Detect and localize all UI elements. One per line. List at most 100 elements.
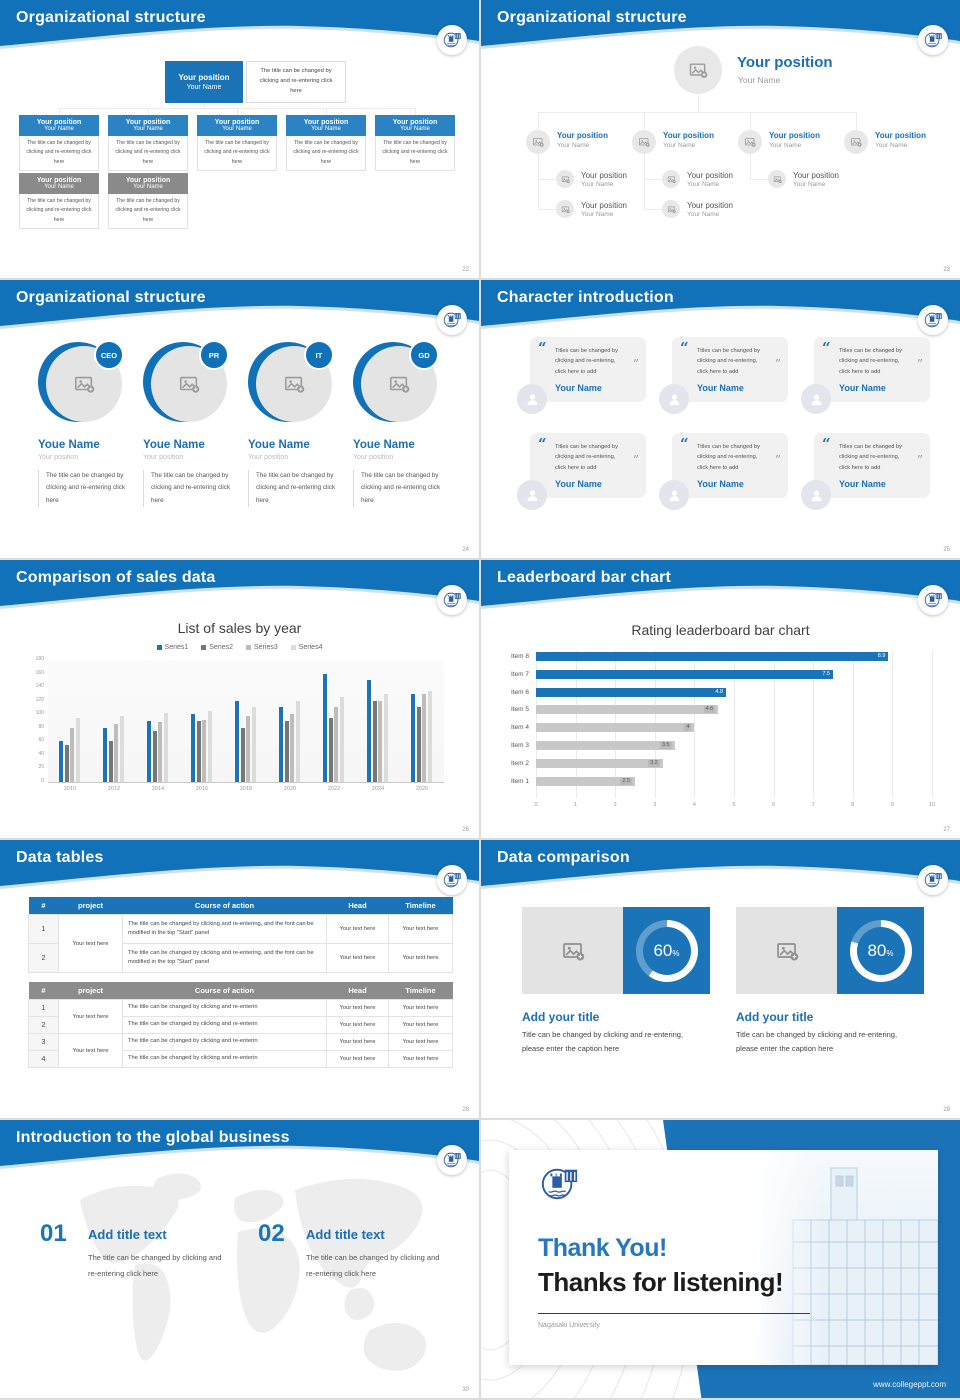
- quote-card[interactable]: “ Titles can be changed by clicking and …: [517, 337, 646, 414]
- member-card[interactable]: IT Youe Name Your position The title can…: [248, 340, 344, 507]
- divider-line: [538, 1313, 810, 1314]
- bar-Series2-2012: [108, 741, 113, 782]
- col-header: project: [58, 897, 123, 915]
- org-node-box[interactable]: Your position Your Name The title can be …: [197, 115, 277, 172]
- photo-placeholder[interactable]: [662, 200, 680, 218]
- org-node-box[interactable]: Your position Your Name The title can be …: [375, 115, 455, 172]
- university-logo: [918, 305, 948, 335]
- org-node-box[interactable]: Your position Your Name The title can be …: [108, 115, 188, 172]
- cell-timeline: Your text here: [388, 1050, 453, 1068]
- x-tick: 2022: [327, 786, 341, 792]
- org-node-box-gray[interactable]: Your position Your Name The title can be …: [19, 173, 99, 230]
- bar-Series1-2014: [147, 721, 152, 782]
- photo-placeholder[interactable]: [738, 130, 762, 154]
- member-body: The title can be changed by clicking and…: [353, 470, 447, 507]
- member-card[interactable]: GD Youe Name Your position The title can…: [353, 340, 449, 507]
- chart-title: List of sales by year: [177, 620, 302, 636]
- donut-unit: %: [886, 948, 894, 958]
- connector-line: [644, 154, 645, 210]
- quote-card[interactable]: “ Titles can be changed by clicking and …: [659, 433, 788, 510]
- org-node-box[interactable]: Your position Your Name The title can be …: [286, 115, 366, 172]
- image-placeholder[interactable]: [736, 907, 837, 994]
- slide-data-comparison[interactable]: Data comparison 60% 80% Add your title T…: [481, 840, 960, 1118]
- slide-org-structure-roles[interactable]: Organizational structure CEO Youe Name Y…: [0, 280, 479, 558]
- org-node-body: The title can be changed by clicking and…: [375, 136, 455, 172]
- bar-Series4-2024: [383, 693, 388, 782]
- table-row: 2 The title can be changed by clicking a…: [28, 943, 453, 973]
- photo-placeholder[interactable]: [674, 46, 722, 94]
- page-number: 27: [943, 827, 950, 833]
- photo-placeholder[interactable]: [844, 130, 868, 154]
- x-tick: 5: [732, 802, 736, 809]
- slide-sales-comparison-chart[interactable]: Comparison of sales data List of sales b…: [0, 560, 479, 838]
- org-root-name: Your Name: [738, 75, 781, 85]
- quote-card[interactable]: “ Titles can be changed by clicking and …: [659, 337, 788, 414]
- cell-head: Your text here: [326, 1050, 389, 1068]
- x-tick: 2020: [283, 786, 297, 792]
- photo-placeholder[interactable]: [632, 130, 656, 154]
- member-name: Youe Name: [143, 439, 205, 451]
- org-node-body: The title can be changed by clicking and…: [19, 194, 99, 230]
- photo-placeholder[interactable]: [556, 200, 574, 218]
- cell-course: The title can be changed by clicking and…: [122, 914, 327, 944]
- comparison-card[interactable]: 80%: [736, 907, 924, 994]
- org-node-position: Your position: [663, 131, 714, 140]
- quote-text: Titles can be changed by clicking and re…: [697, 348, 761, 375]
- connector-line: [415, 108, 416, 115]
- bar-Series3-2018: [246, 716, 251, 782]
- item-caption: The title can be changed by clicking and…: [306, 1253, 440, 1278]
- member-position: Your position: [143, 454, 184, 461]
- org-node-box[interactable]: Your position Your Name The title can be …: [19, 115, 99, 172]
- slide-org-structure-photos[interactable]: Organizational structure Your position Y…: [481, 0, 960, 278]
- cell-head: Your text here: [326, 914, 389, 944]
- photo-placeholder[interactable]: [526, 130, 550, 154]
- comparison-card[interactable]: 60%: [522, 907, 710, 994]
- quote-text: Titles can be changed by clicking and re…: [839, 444, 903, 471]
- photo-placeholder[interactable]: [662, 170, 680, 188]
- slide-thank-you[interactable]: Thank You! Thanks for listening! Nagasak…: [481, 1120, 960, 1398]
- org-node-position: Your position: [36, 119, 82, 126]
- bar-value-label: 7.5: [822, 670, 830, 677]
- cell-timeline: Your text here: [388, 943, 453, 973]
- slide-character-introduction[interactable]: Character introduction “ Titles can be c…: [481, 280, 960, 558]
- legend-item: Series1: [156, 644, 188, 651]
- quote-card[interactable]: “ Titles can be changed by clicking and …: [801, 433, 930, 510]
- slide-leaderboard-chart[interactable]: Leaderboard bar chart Rating leaderboard…: [481, 560, 960, 838]
- member-card[interactable]: CEO Youe Name Your position The title ca…: [38, 340, 134, 507]
- chart-legend: Series1 Series2 Series3 Series4: [0, 644, 479, 651]
- gridline: [694, 650, 696, 799]
- bar-Series3-2020: [290, 714, 295, 782]
- gridline: [734, 650, 735, 799]
- slide-org-structure-boxes[interactable]: Organizational structure Your position Y…: [0, 0, 479, 278]
- org-node-name: Your Name: [557, 142, 590, 149]
- slide-global-business[interactable]: Introduction to the global business 01 A…: [0, 1120, 479, 1398]
- member-position: Your position: [38, 454, 79, 461]
- bar-Series3-2012: [114, 723, 119, 782]
- connector-line: [750, 112, 751, 130]
- org-node-box-gray[interactable]: Your position Your Name The title can be …: [108, 173, 188, 230]
- gridline: [852, 650, 854, 799]
- org-root-box[interactable]: Your position Your Name: [165, 61, 243, 103]
- gridline: [892, 650, 894, 799]
- org-subnode-position: Your position: [581, 201, 627, 210]
- photo-placeholder[interactable]: [768, 170, 786, 188]
- x-tick: 10: [928, 802, 936, 809]
- quote-card[interactable]: “ Titles can be changed by clicking and …: [801, 337, 930, 414]
- role-badge: CEO: [94, 340, 124, 370]
- y-tick: 40: [38, 750, 44, 757]
- bar-Series4-2010: [75, 717, 80, 782]
- header-wave: [481, 560, 960, 609]
- connector-line: [204, 103, 205, 108]
- x-tick: 6: [772, 802, 776, 809]
- role-badge: GD: [409, 340, 439, 370]
- image-placeholder[interactable]: [522, 907, 623, 994]
- slide-data-tables[interactable]: Data tables # project Course of action H…: [0, 840, 479, 1118]
- item-title: Add title text: [306, 1227, 385, 1242]
- quote-name: Your Name: [555, 479, 602, 489]
- open-quote-icon: “: [538, 339, 547, 357]
- member-card[interactable]: PR Youe Name Your position The title can…: [143, 340, 239, 507]
- y-tick: 0: [41, 778, 44, 784]
- photo-placeholder[interactable]: [556, 170, 574, 188]
- cell-project: Your text here: [58, 914, 123, 973]
- quote-card[interactable]: “ Titles can be changed by clicking and …: [517, 433, 646, 510]
